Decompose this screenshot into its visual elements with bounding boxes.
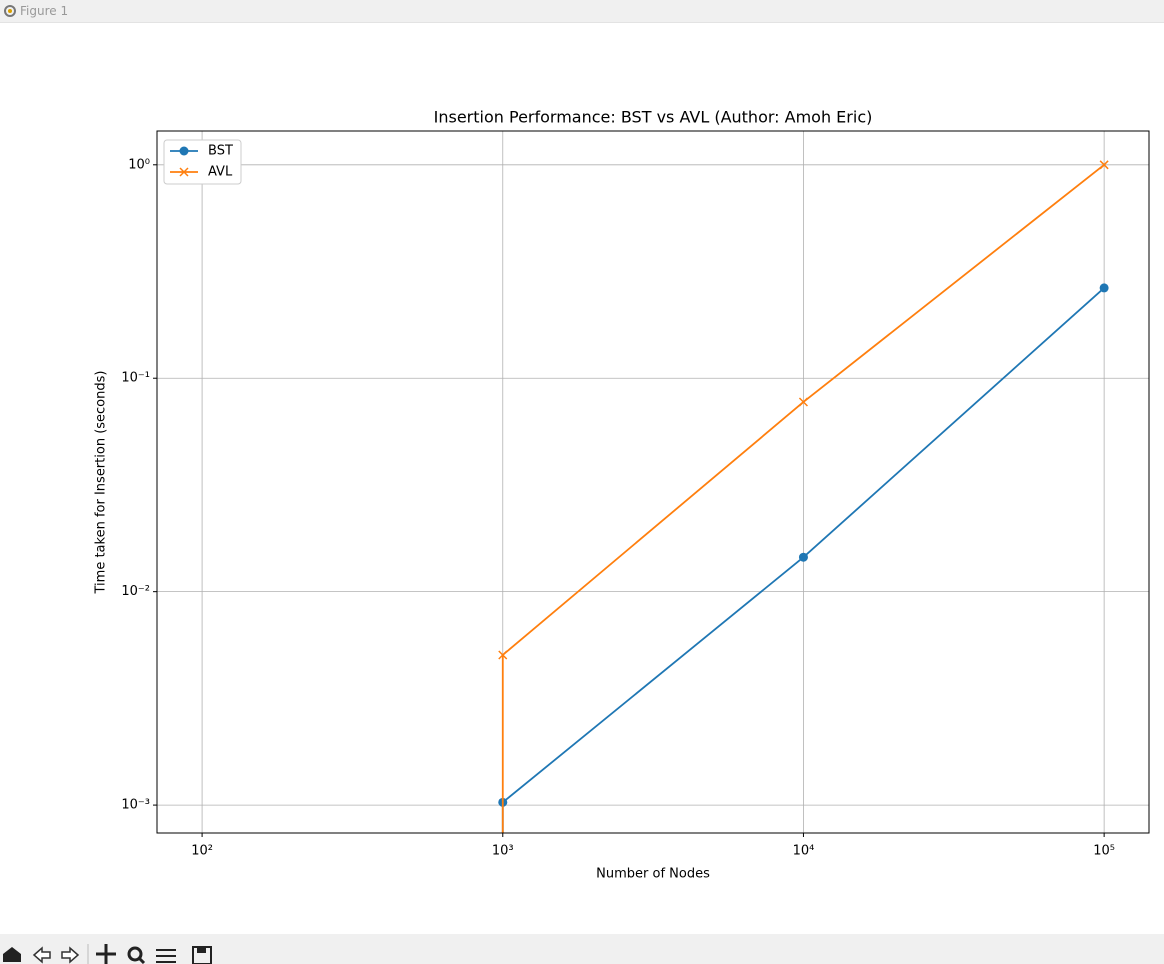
point	[798, 397, 808, 407]
toolbar-icons	[3, 944, 212, 964]
y-tick-label: 10⁻¹	[121, 371, 150, 386]
y-tick-label: 10⁻²	[121, 584, 150, 599]
y-tick-label: 10⁻³	[121, 798, 150, 813]
x-tick-label: 10⁵	[1093, 844, 1115, 859]
x-tick-label: 10⁴	[793, 844, 815, 859]
save-button[interactable]	[192, 946, 212, 964]
chart-title: Insertion Performance: BST vs AVL (Autho…	[434, 108, 873, 127]
point	[1099, 283, 1109, 293]
title-bar: Figure 1	[0, 0, 1164, 23]
toolbar	[0, 934, 1164, 964]
axes-frame	[156, 130, 1150, 834]
legend-marker	[179, 146, 189, 156]
app-icon	[4, 5, 16, 17]
zoom-button[interactable]	[127, 946, 146, 964]
configure-button[interactable]	[156, 949, 176, 963]
pan-button[interactable]	[96, 944, 116, 964]
chart: Insertion Performance: BST vs AVL (Autho…	[94, 108, 1150, 882]
window-title: Figure 1	[20, 4, 69, 18]
legend-label: BST	[208, 144, 233, 159]
line	[501, 164, 1105, 833]
y-tick-label: 10⁰	[128, 157, 150, 172]
series	[498, 160, 1109, 833]
point	[1099, 160, 1109, 170]
forward-button[interactable]	[61, 946, 80, 964]
y-axis-label: Time taken for Insertion (seconds)	[94, 371, 109, 595]
x-tick-label: 10³	[492, 844, 514, 859]
point	[498, 650, 508, 660]
x-tick-label: 10²	[191, 844, 213, 859]
point	[798, 552, 808, 562]
legend-label: AVL	[208, 165, 233, 180]
x-axis-label: Number of Nodes	[596, 867, 710, 882]
legend-marker	[179, 167, 189, 177]
home-button[interactable]	[3, 947, 21, 962]
back-button[interactable]	[32, 946, 51, 964]
